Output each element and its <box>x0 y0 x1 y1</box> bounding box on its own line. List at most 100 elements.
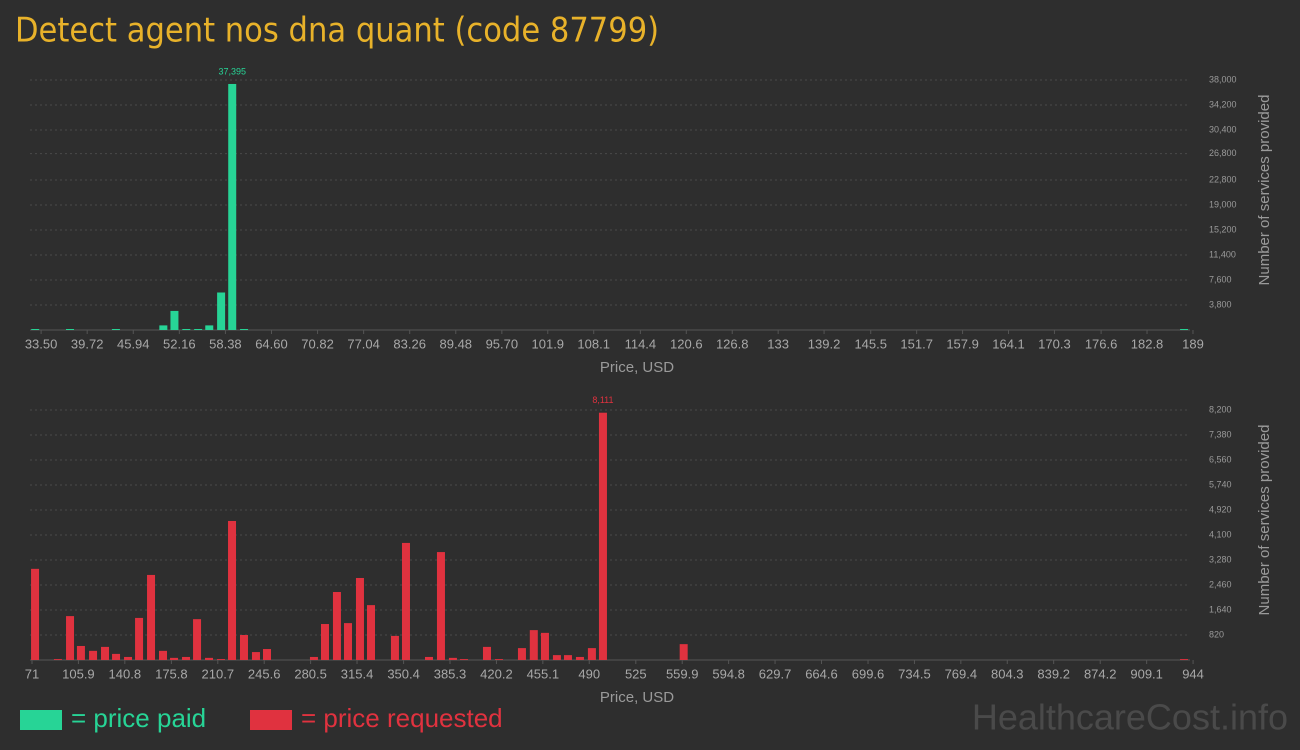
bar <box>436 552 445 660</box>
x-tick-label: 210.7 <box>202 666 235 681</box>
legend-swatch <box>20 710 62 730</box>
y-tick-label: 30,400 <box>1209 124 1237 134</box>
bar <box>494 659 503 660</box>
bar <box>182 329 191 330</box>
x-tick-label: 164.1 <box>992 336 1025 351</box>
bar <box>101 646 110 660</box>
x-tick-label: 140.8 <box>109 666 142 681</box>
y-tick-label: 11,400 <box>1209 249 1236 259</box>
bar <box>135 617 144 660</box>
x-tick-label: 33.50 <box>25 336 58 351</box>
x-tick-label: 58.38 <box>209 336 242 351</box>
x-tick-label: 874.2 <box>1084 666 1117 681</box>
bar <box>332 592 341 660</box>
legend-label: = price paid <box>71 703 206 733</box>
value-label: 8,111 <box>592 395 613 405</box>
x-tick-label: 70.82 <box>301 336 334 351</box>
bar <box>31 329 40 330</box>
bar <box>587 648 596 660</box>
bar <box>263 649 272 660</box>
x-tick-label: 734.5 <box>898 666 931 681</box>
y-tick-label: 34,200 <box>1209 99 1237 109</box>
x-tick-label: 114.4 <box>625 336 657 351</box>
bar <box>159 325 168 330</box>
x-tick-label: 105.9 <box>62 666 95 681</box>
x-tick-label: 176.6 <box>1085 336 1118 351</box>
x-tick-label: 145.5 <box>854 336 887 351</box>
x-tick-label: 64.60 <box>255 336 288 351</box>
x-tick-label: 699.6 <box>852 666 885 681</box>
bar <box>205 325 214 330</box>
bar <box>147 574 156 660</box>
y-tick-label: 820 <box>1209 629 1224 639</box>
bar <box>343 623 352 660</box>
x-tick-label: 170.3 <box>1038 336 1071 351</box>
x-tick-label: 108.1 <box>577 336 610 351</box>
bar <box>205 657 214 660</box>
x-tick-label: 525 <box>625 666 647 681</box>
bar <box>448 657 457 660</box>
x-tick-label: 280.5 <box>294 666 327 681</box>
x-tick-label: 71 <box>25 666 39 681</box>
bar <box>170 310 179 330</box>
bar <box>309 656 318 660</box>
x-tick-label: 804.3 <box>991 666 1024 681</box>
bar <box>424 656 433 660</box>
bar <box>89 650 98 660</box>
y-axis-label: Number of services provided <box>1256 95 1273 286</box>
y-tick-label: 4,920 <box>1209 504 1232 514</box>
x-tick-label: 45.94 <box>117 336 150 351</box>
y-tick-label: 3,800 <box>1209 299 1232 309</box>
x-tick-label: 77.04 <box>347 336 380 351</box>
x-tick-label: 420.2 <box>480 666 513 681</box>
bar <box>529 630 538 660</box>
x-tick-label: 83.26 <box>393 336 426 351</box>
x-tick-label: 39.72 <box>71 336 104 351</box>
y-tick-label: 4,100 <box>1209 529 1232 539</box>
x-tick-label: 52.16 <box>163 336 196 351</box>
x-tick-label: 909.1 <box>1130 666 1163 681</box>
y-tick-label: 19,000 <box>1209 199 1237 209</box>
y-tick-label: 22,800 <box>1209 174 1237 184</box>
bar <box>459 659 468 660</box>
legend-swatch <box>250 710 292 730</box>
x-tick-label: 189 <box>1182 336 1204 351</box>
watermark: HealthcareCost.info <box>972 697 1288 738</box>
bar <box>320 624 329 660</box>
bar <box>111 329 120 330</box>
y-tick-label: 3,280 <box>1209 554 1232 564</box>
y-tick-label: 1,640 <box>1209 604 1232 614</box>
x-tick-label: 594.8 <box>712 666 745 681</box>
x-tick-label: 120.6 <box>670 336 703 351</box>
bar <box>66 616 75 660</box>
bar <box>401 542 410 660</box>
x-tick-label: 490 <box>578 666 600 681</box>
bar <box>228 83 237 331</box>
bar <box>228 520 237 660</box>
y-tick-label: 8,200 <box>1209 404 1232 414</box>
x-tick-label: 944 <box>1182 666 1204 681</box>
x-tick-label: 385.3 <box>434 666 467 681</box>
bar <box>482 646 491 660</box>
x-tick-label: 455.1 <box>527 666 560 681</box>
x-tick-label: 245.6 <box>248 666 281 681</box>
bar <box>124 656 133 660</box>
bar <box>367 605 376 660</box>
x-tick-label: 175.8 <box>155 666 188 681</box>
x-tick-label: 157.9 <box>946 336 979 351</box>
legend-label: = price requested <box>301 703 503 733</box>
bar <box>216 659 225 660</box>
bar <box>239 635 248 660</box>
x-tick-label: 95.70 <box>486 336 519 351</box>
y-tick-label: 15,200 <box>1209 224 1237 234</box>
y-axis-label: Number of services provided <box>1256 425 1273 616</box>
x-tick-label: 664.6 <box>805 666 838 681</box>
x-tick-label: 139.2 <box>808 336 841 351</box>
bar <box>563 655 572 660</box>
bar <box>240 329 249 330</box>
bar <box>540 632 549 660</box>
x-tick-label: 559.9 <box>666 666 699 681</box>
bar <box>194 329 203 330</box>
bar <box>66 329 74 330</box>
